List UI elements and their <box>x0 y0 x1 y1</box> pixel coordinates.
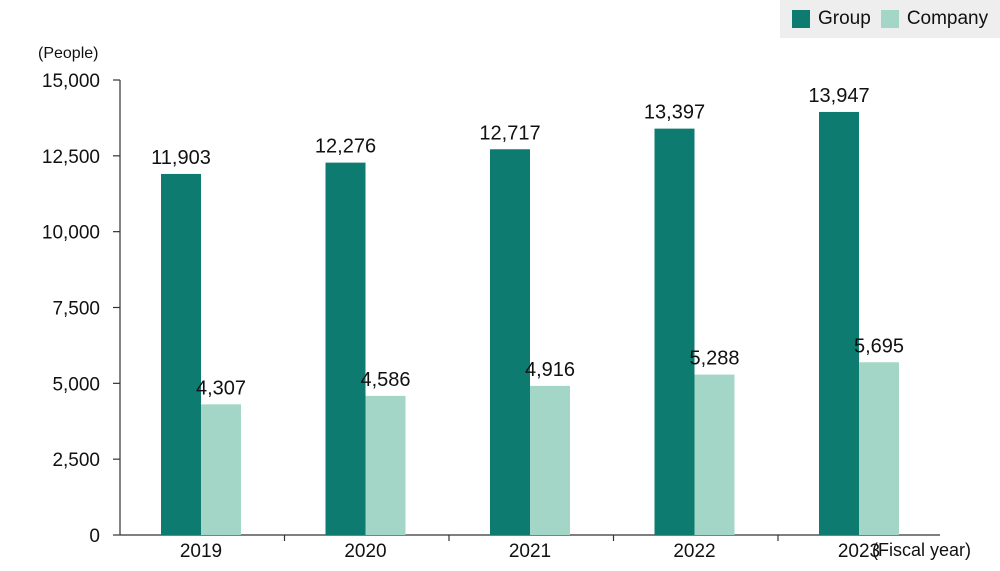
bar-company-2021 <box>530 385 570 535</box>
y-axis-unit-label: (People) <box>38 45 98 62</box>
data-label-group-2021: 12,717 <box>479 122 540 144</box>
bar-group-2023 <box>819 111 859 535</box>
data-label-company-2023: 5,695 <box>854 335 904 357</box>
y-tick-label: 7,500 <box>52 299 100 320</box>
data-labels: 11,903 12,276 12,717 13,397 13,947 4,307 4,586… <box>151 85 904 399</box>
data-label-group-2022: 13,397 <box>644 102 705 124</box>
legend-swatch-company <box>880 10 899 28</box>
y-tick-label: 10,000 <box>42 223 100 244</box>
y-tick-label: 15,000 <box>42 71 100 92</box>
y-tick-label: 0 <box>89 526 100 547</box>
legend-label-company: Company <box>906 8 989 29</box>
x-axis: 2019 2020 2021 2022 2023 <box>120 534 940 562</box>
x-tick-label: 2019 <box>180 541 222 562</box>
data-label-group-2019: 11,903 <box>151 147 211 169</box>
y-axis: 0 2,500 5,000 7,500 10,000 12,500 15,000 <box>42 71 121 547</box>
data-label-company-2019: 4,307 <box>196 377 246 399</box>
x-tick-label: 2021 <box>509 541 551 562</box>
x-axis-unit-label: (Fiscal year) <box>872 540 971 560</box>
bar-company-2020 <box>365 395 406 535</box>
legend: Group Company <box>780 0 1000 38</box>
data-label-group-2023: 13,947 <box>808 85 869 107</box>
bar-group-2020 <box>325 162 366 536</box>
x-tick-label: 2023 <box>838 541 880 562</box>
data-label-company-2022: 5,288 <box>689 348 739 370</box>
legend-item-company: Company <box>880 8 989 30</box>
data-label-group-2020: 12,276 <box>315 136 376 158</box>
bar-company-2022 <box>694 374 735 535</box>
bar-company-2019 <box>201 404 241 535</box>
legend-item-group: Group <box>792 8 871 30</box>
x-tick-label: 2022 <box>673 541 715 562</box>
y-tick-label: 5,000 <box>52 374 100 395</box>
legend-swatch-group <box>792 10 810 28</box>
bar-group-2021 <box>490 149 530 535</box>
bars <box>161 111 899 536</box>
data-label-company-2020: 4,586 <box>360 369 410 391</box>
bar-group-2022 <box>654 128 695 535</box>
y-tick-label: 2,500 <box>52 450 100 471</box>
data-label-company-2021: 4,916 <box>525 359 575 381</box>
x-tick-label: 2020 <box>344 541 386 562</box>
bar-company-2023 <box>859 362 899 535</box>
y-tick-label: 12,500 <box>42 147 100 168</box>
bar-group-2019 <box>161 173 201 536</box>
legend-label-group: Group <box>818 8 871 29</box>
